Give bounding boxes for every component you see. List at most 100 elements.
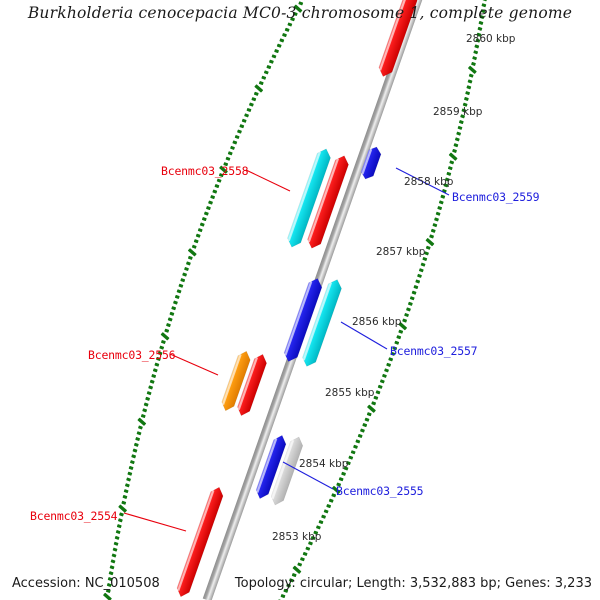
gene-name-label[interactable]: Bcenmc03_2559	[452, 190, 540, 204]
tick-dash-icon	[176, 289, 182, 294]
gene-arrow-icon[interactable]	[285, 147, 333, 250]
tick-dash-icon	[135, 437, 140, 441]
tick-dash-icon	[462, 102, 468, 107]
tick-dash-icon	[371, 401, 376, 406]
tick-dash-icon	[425, 238, 435, 247]
gene-name-label[interactable]: Bcenmc03_2556	[88, 348, 176, 362]
tick-dash-icon	[271, 54, 277, 59]
tick-dash-icon	[418, 268, 424, 273]
gene-arrow-icon[interactable]	[219, 349, 252, 413]
gene-bar-highlight	[177, 490, 215, 592]
tick-dash-icon	[468, 65, 477, 74]
tick-dash-icon	[119, 512, 124, 517]
tick-dash-icon	[323, 509, 329, 514]
tick-dash-icon	[411, 290, 417, 295]
tick-dash-icon	[377, 384, 383, 389]
tick-dash-icon	[178, 283, 184, 288]
tick-dash-icon	[234, 135, 240, 139]
tick-dash-icon	[106, 583, 112, 587]
tick-dash-icon	[148, 385, 153, 390]
tick-dash-icon	[216, 178, 222, 183]
tick-dash-icon	[437, 206, 443, 211]
gene-arrow-icon[interactable]	[305, 153, 351, 250]
status-bar: Accession: NC_010508 Topology: circular;…	[0, 576, 600, 594]
ruler-tick-label: 2859 kbp	[433, 106, 483, 118]
tick-dash-icon	[297, 562, 303, 567]
gene-arrow-icon[interactable]	[282, 276, 324, 364]
tick-dash-icon	[266, 65, 272, 69]
tick-dash-icon	[448, 152, 458, 161]
tick-dash-icon	[316, 525, 321, 530]
tick-dash-icon	[269, 59, 274, 64]
tick-dash-icon	[425, 245, 431, 250]
tick-dash-icon	[199, 222, 205, 227]
gene-arrow-icon[interactable]	[254, 433, 288, 501]
tick-dash-icon	[466, 85, 472, 90]
gene-name-label[interactable]: Bcenmc03_2557	[390, 344, 478, 358]
ruler-tick-label: 2855 kbp	[325, 387, 375, 399]
tick-dash-icon	[143, 402, 149, 407]
tick-dash-icon	[336, 482, 342, 487]
tick-dash-icon	[258, 81, 264, 86]
gene-arrow-icon[interactable]	[175, 485, 226, 599]
tick-dash-icon	[398, 322, 407, 331]
tick-dash-icon	[159, 345, 165, 350]
tick-dash-icon	[482, 0, 488, 2]
tick-dash-icon	[454, 137, 460, 142]
tick-dash-icon	[188, 255, 193, 260]
tick-dash-icon	[460, 114, 465, 119]
tick-dash-icon	[191, 244, 197, 249]
tick-dash-icon	[447, 166, 453, 171]
tick-dash-icon	[115, 530, 121, 534]
tick-dash-icon	[249, 102, 254, 107]
gene-label-leader-line	[123, 512, 187, 532]
tick-dash-icon	[300, 557, 305, 562]
tick-dash-icon	[230, 145, 235, 150]
gene-arrow-icon[interactable]	[269, 435, 305, 507]
gene-name-label[interactable]: Bcenmc03_2554	[30, 509, 118, 523]
gene-bars-layer[interactable]	[175, 0, 420, 599]
tick-dash-icon	[331, 493, 337, 498]
tick-dash-icon	[237, 129, 242, 134]
tick-dash-icon	[151, 374, 157, 378]
tick-dash-icon	[214, 184, 220, 189]
gene-arrow-icon[interactable]	[300, 277, 344, 368]
tick-dash-icon	[293, 4, 303, 13]
tick-dash-icon	[112, 547, 118, 552]
tick-dash-icon	[417, 273, 422, 278]
tick-dash-icon	[244, 113, 249, 118]
gene-bar-highlight	[287, 151, 322, 242]
tick-dash-icon	[413, 285, 419, 290]
tick-dash-icon	[246, 108, 252, 112]
tick-dash-icon	[392, 346, 398, 351]
tick-dash-icon	[113, 541, 119, 546]
gene-arrow-icon[interactable]	[359, 145, 383, 181]
tick-dash-icon	[458, 120, 464, 125]
tick-dash-icon	[282, 33, 287, 38]
tick-dash-icon	[210, 195, 215, 200]
tick-dash-icon	[386, 362, 391, 367]
tick-dash-icon	[364, 417, 370, 422]
tick-dash-icon	[123, 489, 129, 494]
tick-dash-icon	[204, 211, 209, 216]
gene-arrow-icon[interactable]	[235, 352, 269, 418]
gene-name-label[interactable]: Bcenmc03_2558	[161, 164, 249, 178]
tick-dash-icon	[360, 428, 365, 433]
gene-arrow-icon[interactable]	[376, 0, 419, 79]
tick-dash-icon	[313, 530, 319, 535]
tick-dash-icon	[154, 362, 160, 367]
tick-dash-icon	[284, 27, 290, 32]
tick-dash-icon	[481, 3, 487, 8]
tick-dash-icon	[326, 504, 331, 508]
tick-dash-icon	[286, 583, 291, 588]
tick-dash-icon	[251, 97, 257, 102]
tick-dash-icon	[477, 26, 483, 31]
tick-dash-icon	[145, 396, 150, 401]
tick-dash-icon	[292, 565, 302, 574]
label-leader-lines	[123, 167, 450, 532]
tick-dash-icon	[182, 272, 187, 277]
tick-dash-icon	[126, 477, 131, 482]
gene-name-label[interactable]: Bcenmc03_2555	[336, 484, 424, 498]
